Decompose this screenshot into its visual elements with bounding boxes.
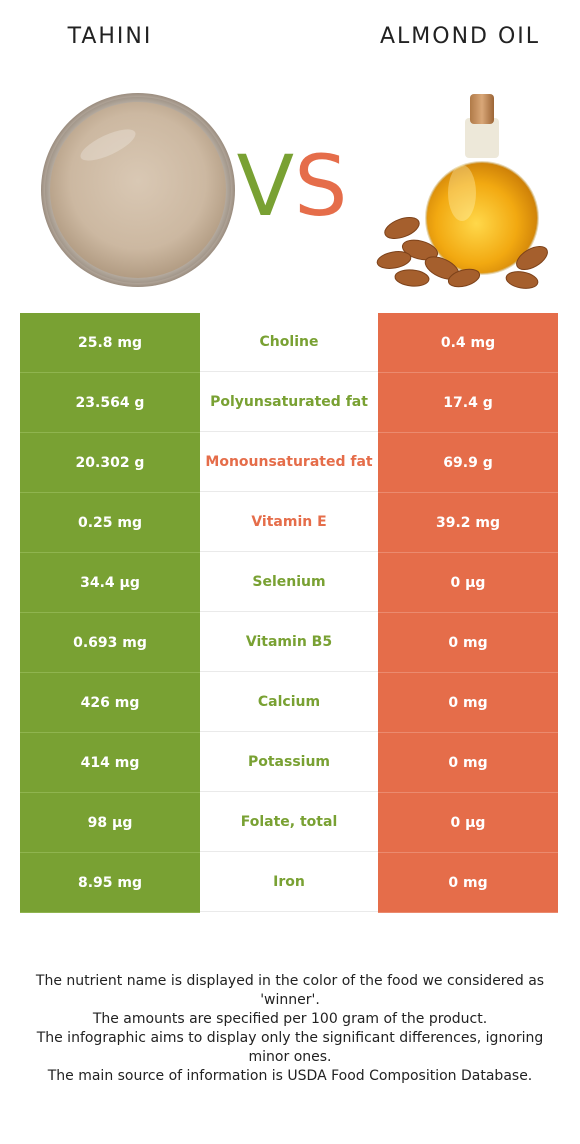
right-value: 0 µg — [378, 553, 558, 612]
nutrient-name: Folate, total — [200, 793, 378, 852]
footer-line: The main source of information is USDA F… — [47, 1068, 533, 1084]
table-row: 0.693 mg Vitamin B5 0 mg — [20, 613, 558, 673]
table-row: 426 mg Calcium 0 mg — [20, 673, 558, 733]
vs-v: V — [236, 137, 295, 235]
right-value: 0 µg — [378, 793, 558, 852]
nutrient-name: Selenium — [200, 553, 378, 612]
right-value: 39.2 mg — [378, 493, 558, 552]
right-value: 17.4 g — [378, 373, 558, 432]
right-value: 0.4 mg — [378, 313, 558, 372]
table-row: 23.564 g Polyunsaturated fat 17.4 g — [20, 373, 558, 433]
tahini-image — [41, 93, 235, 287]
right-value: 69.9 g — [378, 433, 558, 492]
nutrient-name: Potassium — [200, 733, 378, 792]
right-value: 0 mg — [378, 613, 558, 672]
nutrient-name: Vitamin E — [200, 493, 378, 552]
right-value: 0 mg — [378, 853, 558, 912]
table-row: 20.302 g Monounsaturated fat 69.9 g — [20, 433, 558, 493]
left-value: 8.95 mg — [20, 853, 200, 912]
left-value: 23.564 g — [20, 373, 200, 432]
right-food-title: ALMOND OIL — [379, 24, 541, 49]
left-value: 98 µg — [20, 793, 200, 852]
left-value: 25.8 mg — [20, 313, 200, 372]
left-value: 34.4 µg — [20, 553, 200, 612]
nutrient-comparison-table: 25.8 mg Choline 0.4 mg 23.564 g Polyunsa… — [20, 313, 558, 913]
table-row: 25.8 mg Choline 0.4 mg — [20, 313, 558, 373]
nutrient-name: Choline — [200, 313, 378, 372]
nutrient-name: Iron — [200, 853, 378, 912]
footer-line: The infographic aims to display only the… — [36, 1030, 544, 1065]
left-value: 0.25 mg — [20, 493, 200, 552]
table-row: 8.95 mg Iron 0 mg — [20, 853, 558, 913]
nutrient-name: Vitamin B5 — [200, 613, 378, 672]
left-value: 426 mg — [20, 673, 200, 732]
vs-s: S — [294, 137, 348, 235]
right-value: 0 mg — [378, 733, 558, 792]
vs-label: VS — [222, 136, 362, 236]
left-food-title: TAHINI — [67, 24, 153, 49]
table-row: 98 µg Folate, total 0 µg — [20, 793, 558, 853]
footer-notes: The nutrient name is displayed in the co… — [16, 972, 564, 1086]
almond-oil-image — [376, 94, 548, 289]
table-row: 0.25 mg Vitamin E 39.2 mg — [20, 493, 558, 553]
left-value: 0.693 mg — [20, 613, 200, 672]
table-row: 414 mg Potassium 0 mg — [20, 733, 558, 793]
nutrient-name: Monounsaturated fat — [200, 433, 378, 492]
nutrient-name: Calcium — [200, 673, 378, 732]
nutrient-name: Polyunsaturated fat — [200, 373, 378, 432]
left-value: 414 mg — [20, 733, 200, 792]
footer-line: The nutrient name is displayed in the co… — [35, 973, 545, 1008]
right-value: 0 mg — [378, 673, 558, 732]
footer-line: The amounts are specified per 100 gram o… — [92, 1011, 488, 1027]
table-row: 34.4 µg Selenium 0 µg — [20, 553, 558, 613]
left-value: 20.302 g — [20, 433, 200, 492]
